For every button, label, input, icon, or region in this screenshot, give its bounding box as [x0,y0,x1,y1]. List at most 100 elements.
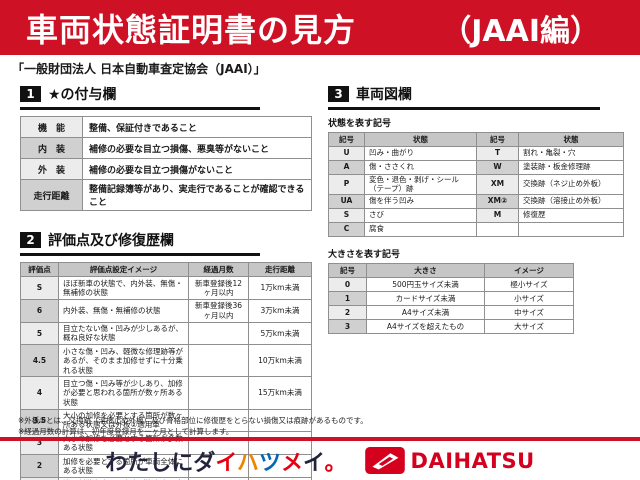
table-row: P 変色・退色・剥げ・シール（テープ）跡 XM 交換跡（ネジ止め外板） [328,173,624,196]
section2-header: 2 評価点及び修復歴欄 [20,230,260,256]
table-cell: 割れ・亀裂・穴 [518,146,624,161]
table-row: U 凹み・曲がり T 割れ・亀裂・穴 [328,146,624,161]
slogan-char: た [127,450,150,476]
size-symbols-subtitle: 大きさを表す記号 [328,250,401,261]
table-cell: XM [476,173,519,196]
table-row: 外 装補修の必要な目立つ損傷がないこと [20,158,312,180]
table-cell: S [328,208,365,224]
table-cell: 4 [20,376,59,410]
footnote-line: ※外板②とは、交換跡（溶接止め外板）及び骨格部位に修復歴をとらない損傷又は痕跡が… [18,416,368,425]
footer-divider [0,437,640,441]
table-row: 3 A4サイズを超えたもの 大サイズ [328,319,574,335]
table-cell: 傷を伴う凹み [364,194,477,210]
table-cell [188,376,249,410]
table-cell: 5 [20,321,59,346]
table-cell: 3.5 [20,408,59,433]
table-row: 0 500円玉サイズ未満 極小サイズ [328,277,574,293]
star-criteria-table: 機 能整備、保証付きであること内 装補修の必要な目立つ損傷、悪臭等がないこと外 … [20,116,312,211]
table-cell: 3 [328,319,367,335]
section1-title: ★の付与欄 [48,87,117,103]
daihatsu-brand-text: DAIHATSU [410,448,535,473]
section3-number-badge: 3 [328,86,349,102]
daihatsu-emblem-icon [364,447,405,474]
table-row: 機 能整備、保証付きであること [20,116,312,138]
table-header-cell: イメージ [484,263,574,279]
table-cell: 目立たない傷・凹みが少しあるが、概ね良好な状態 [58,321,189,346]
table-cell: 5万km未満 [248,321,312,346]
table-header-row: 記号 大きさ イメージ [328,263,574,279]
table-cell: 塗装跡・板金修理跡 [518,160,624,175]
table-row: 5 目立たない傷・凹みが少しあるが、概ね良好な状態 5万km未満 [20,321,312,346]
table-cell: 4.5 [20,344,59,378]
table-cell: UA [328,194,365,210]
table-header-row: 評価点 評価点設定イメージ 経過月数 走行距離 [20,262,312,277]
slogan-char: メ [280,450,303,476]
table-cell: 6 [20,298,59,323]
table-row: UA 傷を伴う凹み XM② 交換跡（溶接止め外板） [328,194,624,210]
right-column: 3 車両図欄 状態を表す記号 記号 状態 記号 状態 U 凹み・曲がり T 割れ・亀裂・穴 A… [328,84,624,335]
table-cell: 修復歴 [518,208,624,224]
table-cell: 新車登録後36ヶ月以内 [188,298,249,323]
table-row: 走行距離 整備記録簿等があり、実走行であることが確認できること [20,179,312,211]
slogan-char: し [149,450,172,476]
table-cell: 機 能 [20,116,83,138]
table-cell: 小サイズ [484,291,574,307]
table-cell: P [328,173,365,196]
table-cell: T [476,146,519,161]
page-title-edition: （JAAI編） [441,13,600,49]
table-cell: 整備、保証付きであること [82,116,312,138]
slogan-char: ハ [236,450,259,476]
evaluation-points-table: 評価点 評価点設定イメージ 経過月数 走行距離 S ほぼ新車の状態で、内外装、無傷・無補… [20,262,312,480]
table-cell [476,222,519,238]
slogan-char: ダ [193,450,216,476]
table-cell: 傷・ささくれ [364,160,477,175]
table-cell: ほぼ新車の状態で、内外装、無傷・無補修の状態 [58,276,189,300]
table-row: 3.5 大小の加修を必要とする箇所が数ヶ所ある状態又は外板②適用車 [20,408,312,433]
title-banner: 車両状態証明書の見方 （JAAI編） [0,0,640,55]
table-row: S さび M 修復歴 [328,208,624,224]
table-cell: 補修の必要な目立つ損傷、悪臭等がないこと [82,137,312,159]
table-cell: 中サイズ [484,305,574,321]
table-header-cell: 記号 [476,132,519,147]
state-symbols-table: 記号 状態 記号 状態 U 凹み・曲がり T 割れ・亀裂・穴 A 傷・ささくれ W 塗装跡・板金修理… [328,132,624,238]
table-cell: 10万km未満 [248,344,312,378]
table-row: S ほぼ新車の状態で、内外装、無傷・無補修の状態 新車登録後12ヶ月以内 1万km未満 [20,276,312,300]
table-cell: 極小サイズ [484,277,574,293]
table-cell: S [20,276,59,300]
slogan-char: イ [215,450,237,476]
table-cell: 交換跡（ネジ止め外板） [518,173,624,196]
section2-title: 評価点及び修復歴欄 [48,233,174,249]
table-cell: U [328,146,365,161]
table-cell [518,222,624,238]
slogan-char: 。 [324,450,347,476]
table-header-cell: 大きさ [366,263,485,279]
table-cell: 1 [328,291,367,307]
table-row: 4 目立つ傷・凹み等が少しあり、加修が必要と思われる箇所が数ヶ所ある状態 15万km… [20,376,312,410]
left-column: 1 ★の付与欄 機 能整備、保証付きであること内 装補修の必要な目立つ損傷、悪臭… [20,84,312,480]
table-cell: 内 装 [20,137,83,159]
table-row: C 腐食 [328,222,624,238]
section2-number-badge: 2 [20,232,41,248]
table-cell: A4サイズ未満 [366,305,485,321]
table-cell: 腐食 [364,222,477,238]
table-row: 内 装補修の必要な目立つ損傷、悪臭等がないこと [20,137,312,159]
table-cell [188,344,249,378]
table-cell: 目立つ傷・凹み等が少しあり、加修が必要と思われる箇所が数ヶ所ある状態 [58,376,189,410]
table-row: 6 内外装、無傷・無補修の状態 新車登録後36ヶ月以内 3万km未満 [20,298,312,323]
slogan-char: イ [302,450,325,476]
table-header-cell: 記号 [328,263,367,279]
slogan-char: に [171,450,194,476]
footer: わたしにダイハツメイ。 DAIHATSU [0,441,640,480]
table-cell: 小さな傷・凹み、軽微な修理跡等があるが、そのまま加修せずに十分乗れる状態 [58,344,189,378]
table-header-cell: 状態 [518,132,624,147]
table-cell: さび [364,208,477,224]
table-cell: 内外装、無傷・無補修の状態 [58,298,189,323]
table-row: 4.5 小さな傷・凹み、軽微な修理跡等があるが、そのまま加修せずに十分乗れる状態 1… [20,344,312,378]
size-symbols-table: 記号 大きさ イメージ 0 500円玉サイズ未満 極小サイズ 1 カードサイズ未満 小サイズ 2… [328,263,574,335]
table-cell: 外 装 [20,158,83,180]
table-cell: 15万km未満 [248,376,312,410]
slogan-char: ツ [258,450,281,476]
section3-title: 車両図欄 [356,87,412,103]
table-header-cell: 評価点 [20,262,59,277]
